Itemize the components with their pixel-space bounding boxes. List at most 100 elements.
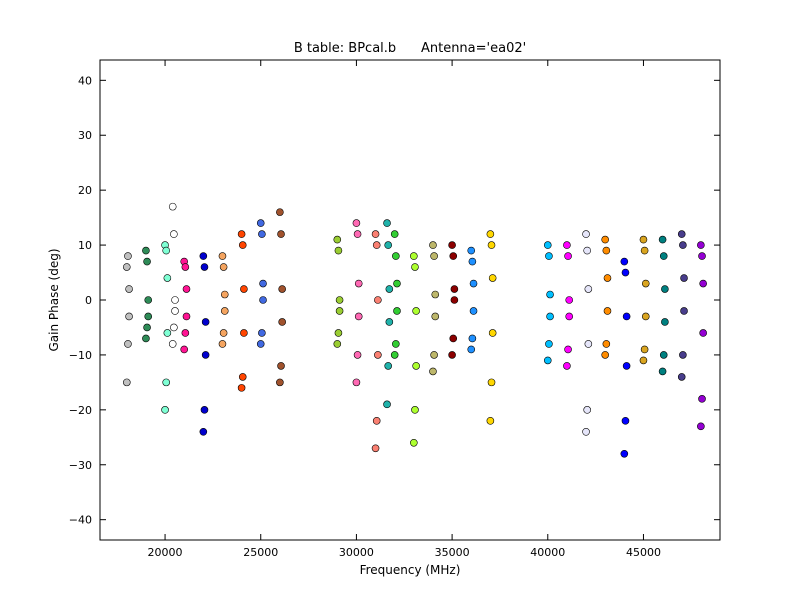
data-point [543, 241, 552, 249]
data-point [583, 246, 591, 255]
data-point [334, 329, 343, 337]
data-point [679, 241, 687, 249]
chart-title: B table: BPcal.b Antenna='ea02' [294, 41, 526, 56]
data-point [582, 428, 590, 436]
data-point [603, 274, 612, 282]
data-point [546, 290, 554, 299]
data-point [199, 428, 208, 436]
y-tick-label: 40 [78, 74, 92, 87]
data-point [680, 307, 688, 315]
data-point [565, 296, 574, 304]
data-point [125, 312, 133, 321]
data-point [170, 230, 178, 238]
data-point [171, 307, 179, 315]
data-point [385, 285, 394, 293]
data-point [431, 290, 440, 299]
x-tick-label: 45000 [626, 546, 661, 559]
data-point [371, 230, 380, 238]
data-point [374, 351, 382, 359]
data-point [430, 252, 438, 260]
data-point [200, 406, 209, 414]
data-point [429, 367, 437, 376]
data-point [256, 340, 265, 348]
data-point [641, 312, 650, 321]
data-point [563, 241, 571, 249]
data-point [393, 307, 401, 315]
data-point [333, 340, 342, 348]
data-point [622, 362, 631, 370]
data-point [448, 351, 456, 359]
data-point [699, 279, 707, 288]
data-point [698, 252, 706, 260]
data-point [276, 378, 284, 387]
data-point [385, 318, 394, 326]
data-point [162, 378, 171, 387]
plot-frame [99, 59, 721, 541]
y-tick-label: 20 [78, 184, 92, 197]
data-point [584, 285, 593, 293]
data-point [468, 334, 477, 343]
data-point [353, 351, 362, 359]
data-point [601, 351, 609, 359]
data-point [677, 230, 686, 238]
data-point [545, 252, 553, 260]
data-point [256, 219, 265, 227]
data-point [488, 329, 497, 337]
y-tick-label: 30 [78, 129, 92, 142]
data-point [659, 351, 668, 359]
data-point [201, 318, 210, 326]
data-point [565, 312, 574, 321]
data-point [412, 307, 420, 315]
data-point [142, 334, 150, 343]
data-point [163, 274, 172, 282]
data-point [182, 285, 191, 293]
data-point [180, 345, 188, 354]
data-point [601, 235, 609, 244]
data-point [393, 279, 401, 288]
data-point [372, 241, 381, 249]
data-point [620, 449, 629, 458]
data-point [583, 406, 591, 414]
data-point [200, 263, 209, 271]
data-point [431, 312, 440, 321]
data-point [240, 329, 248, 337]
data-point [218, 340, 227, 348]
data-point [677, 373, 686, 381]
data-point [278, 318, 286, 326]
data-point [171, 296, 179, 304]
y-tick-label: −10 [69, 349, 92, 362]
x-tick-label: 20000 [148, 546, 183, 559]
data-point [486, 417, 495, 425]
data-point [333, 235, 342, 244]
data-point [641, 279, 650, 288]
data-point [410, 252, 418, 260]
data-point [448, 241, 456, 249]
data-point [640, 246, 649, 255]
data-point [699, 329, 707, 337]
data-point [392, 252, 400, 260]
data-point [144, 312, 153, 321]
data-point [238, 241, 247, 249]
data-point [144, 296, 153, 304]
data-point [125, 285, 133, 293]
data-point [602, 340, 611, 348]
y-tick-label: 10 [78, 239, 92, 252]
data-point [259, 296, 267, 304]
data-point [143, 257, 151, 266]
data-point [238, 373, 247, 381]
data-point [546, 312, 554, 321]
data-point [143, 323, 151, 332]
data-point [277, 362, 285, 370]
data-point [122, 378, 131, 387]
data-point [680, 274, 688, 282]
data-point [602, 246, 611, 255]
data-point [240, 285, 248, 293]
data-point [237, 384, 246, 392]
data-point [354, 312, 363, 321]
data-point [659, 252, 668, 260]
data-point [488, 274, 497, 282]
data-point [390, 230, 399, 238]
data-point [352, 219, 361, 227]
data-point [658, 235, 667, 244]
